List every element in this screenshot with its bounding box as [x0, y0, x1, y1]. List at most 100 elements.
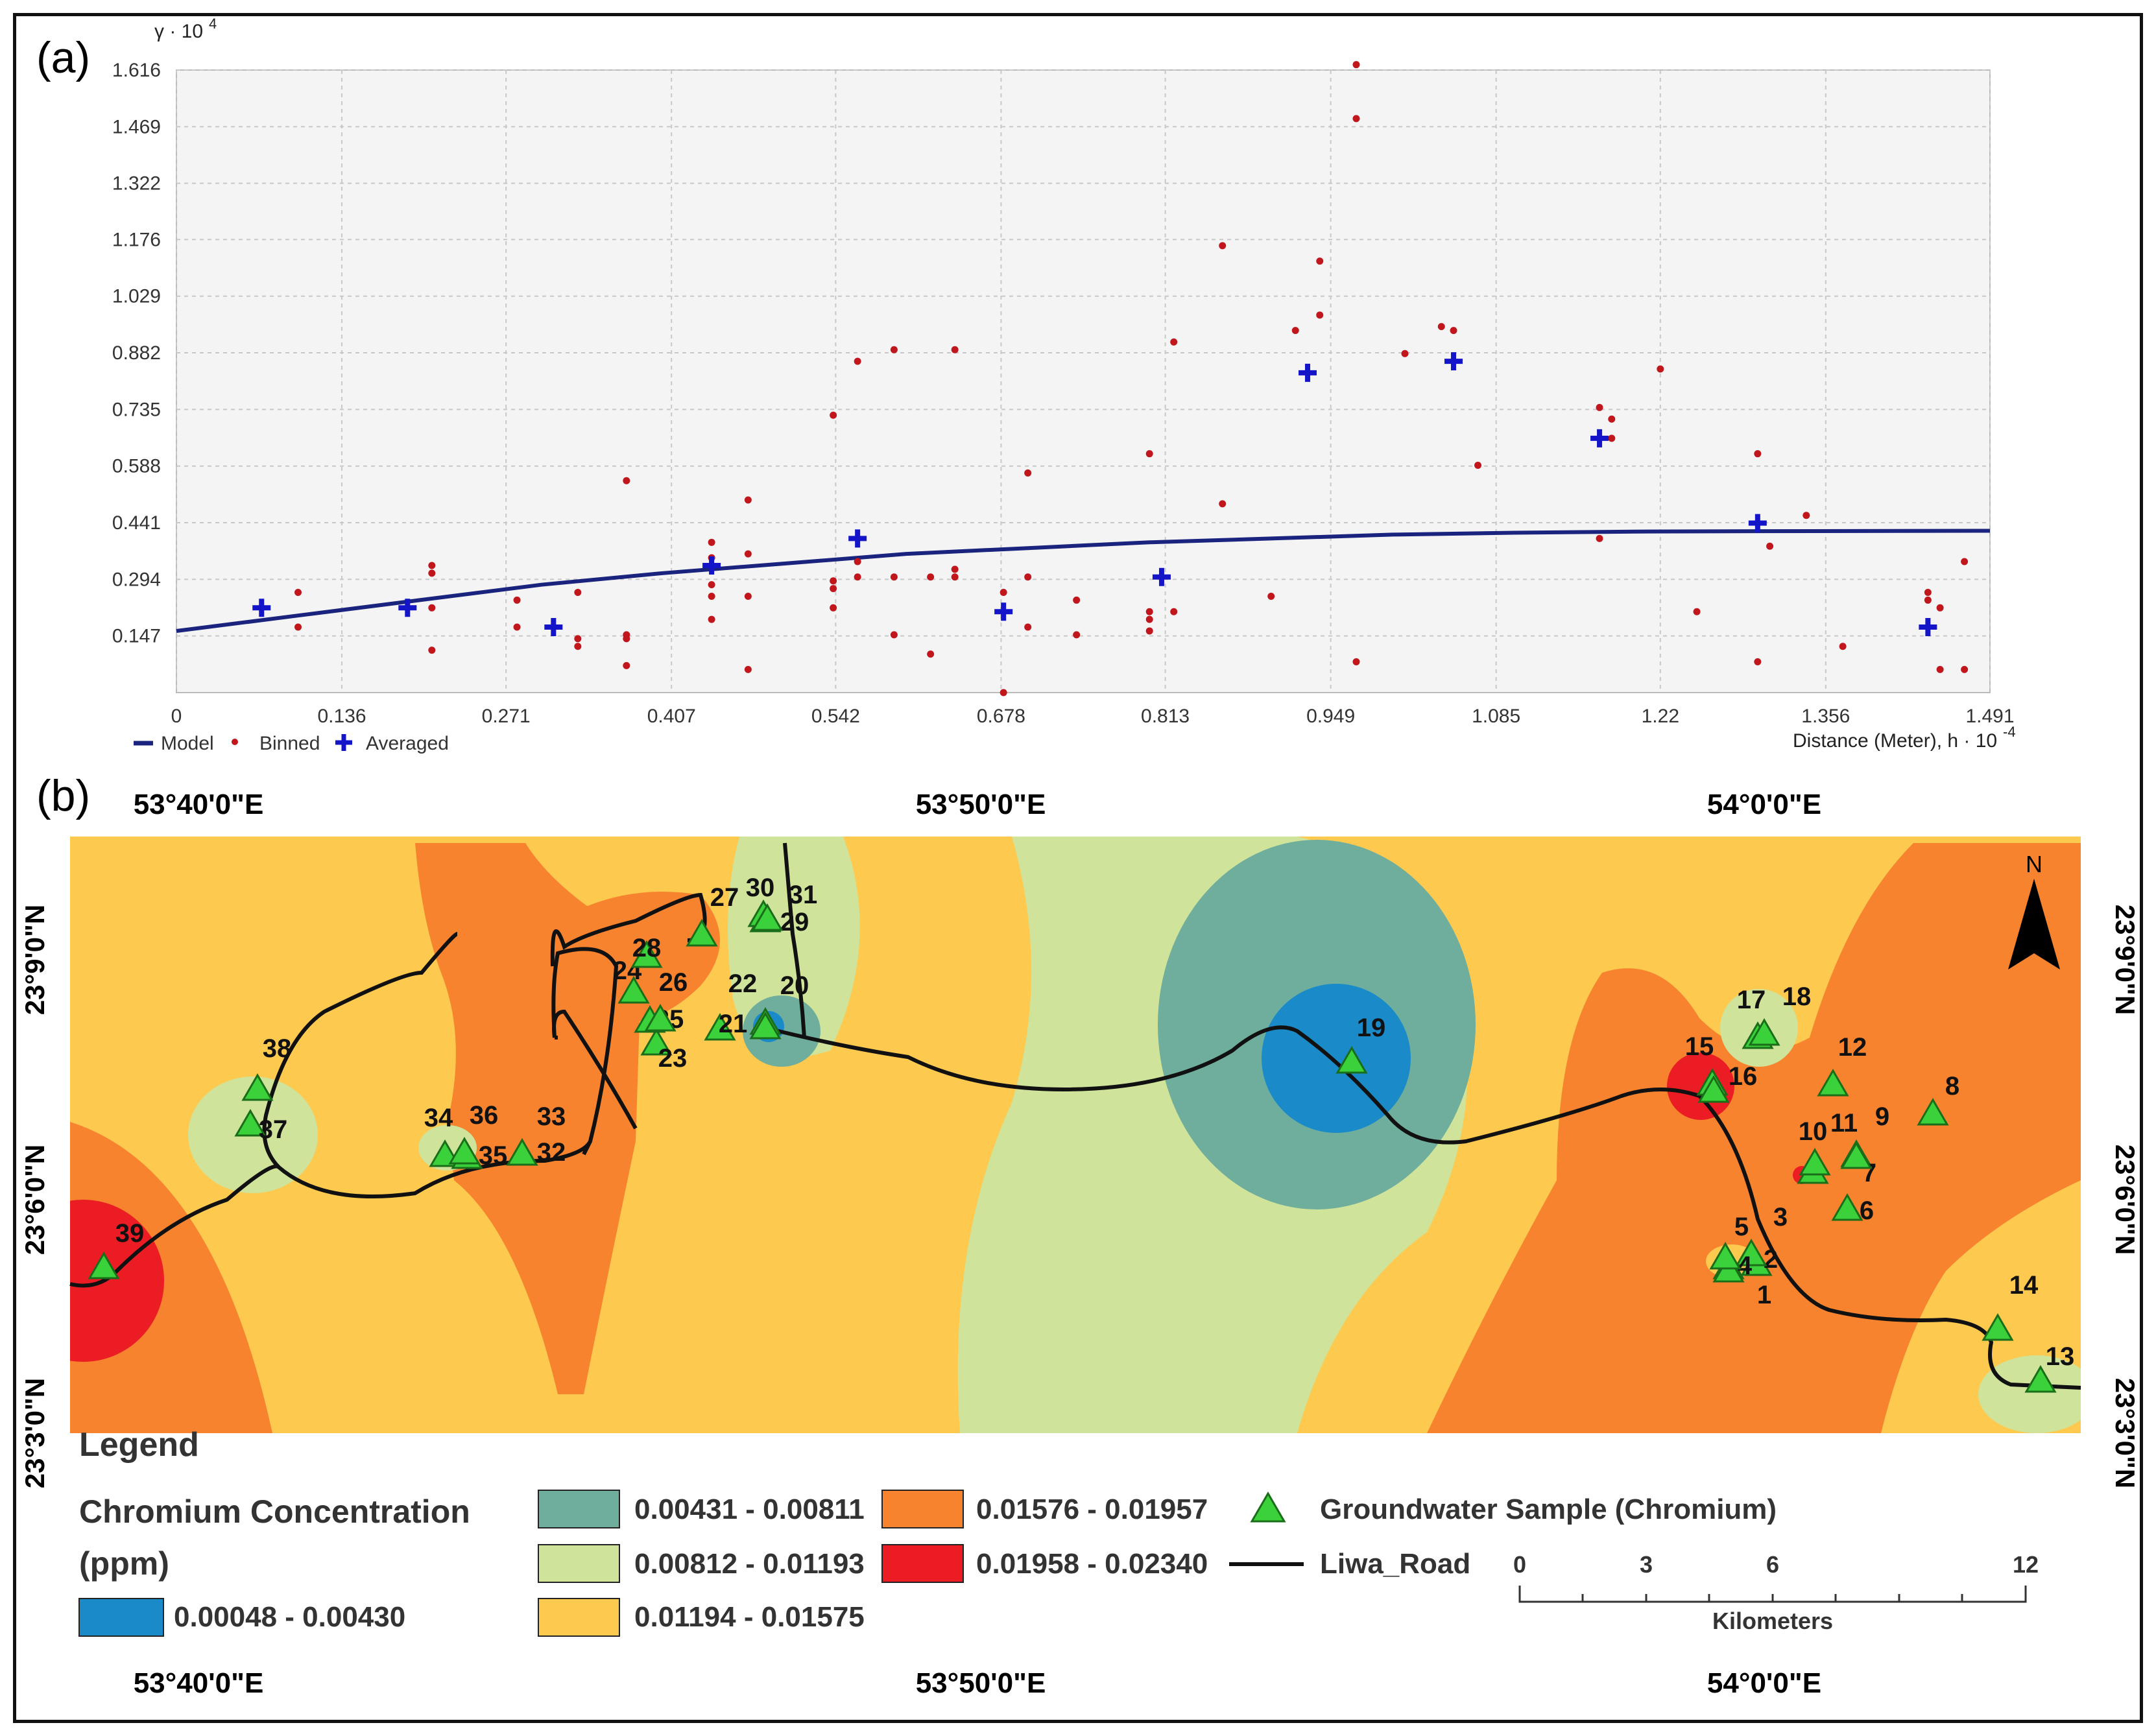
sample-label-21: 21 [719, 1010, 748, 1038]
binned-point [1936, 665, 1944, 673]
lat-right-2: 23°6'0"N [2110, 1145, 2140, 1255]
legend-background [70, 1433, 2081, 1647]
averaged-point [1152, 567, 1171, 586]
binned-point [1754, 658, 1762, 665]
binned-point [1608, 434, 1616, 442]
binned-point [623, 477, 630, 484]
x-tick-label: 1.085 [1472, 706, 1520, 727]
averaged-point [398, 599, 417, 617]
binned-point [890, 631, 898, 639]
binned-point [1961, 558, 1969, 565]
lon-bottom-2: 53°50'0"E [916, 1667, 1046, 1699]
binned-point [927, 573, 935, 581]
legend-swatch-class-4 [538, 1598, 620, 1637]
sample-label-32: 32 [537, 1138, 566, 1167]
legend-swatch-class-1 [78, 1598, 164, 1637]
sample-marker-33 [506, 1138, 538, 1166]
binned-point [830, 577, 837, 585]
scale-bar: 0 3 6 12 Kilometers [1513, 1551, 2039, 1634]
binned-point [513, 596, 521, 604]
sample-label-5: 5 [1734, 1213, 1749, 1241]
sample-label-36: 36 [470, 1101, 499, 1130]
sample-label-10: 10 [1799, 1117, 1828, 1146]
scale-tick-12: 12 [2013, 1551, 2039, 1578]
sample-label-3: 3 [1773, 1203, 1788, 1231]
panel-a: (a) 0.147 0.294 0.441 0.588 0.735 0.882 1.029 1… [36, 16, 2016, 754]
lon-top-1: 53°40'0"E [134, 789, 264, 820]
binned-point [1766, 542, 1774, 550]
sample-label-33: 33 [537, 1102, 566, 1131]
binned-point [708, 592, 715, 600]
sample-label-34: 34 [424, 1104, 453, 1132]
lat-left-3: 23°3'0"N [19, 1378, 50, 1488]
averaged-point [1748, 514, 1767, 532]
binned-point [1437, 323, 1445, 331]
x-tick-label: 0.813 [1141, 706, 1190, 727]
legend-range-class-1: 0.00048 - 0.00430 [174, 1601, 405, 1633]
zone-green-13 [1978, 1355, 2081, 1433]
binned-point [1073, 631, 1081, 639]
x-tick-labels: 0 0.136 0.271 0.407 0.542 0.678 0.813 0.949 1.08… [171, 706, 2015, 727]
binned-point [1803, 512, 1810, 519]
legend-range-class-5: 0.01576 - 0.01957 [976, 1493, 1208, 1525]
sample-marker-31 [751, 903, 784, 931]
north-arrow-icon [2008, 879, 2060, 969]
scale-tick-0: 0 [1513, 1551, 1526, 1578]
sample-marker-14 [1982, 1313, 2014, 1341]
sample-label-38: 38 [263, 1034, 292, 1063]
lat-left-2: 23°6'0"N [19, 1145, 50, 1255]
x-tick-label: 0.678 [977, 706, 1025, 727]
binned-point [830, 411, 837, 419]
semivariogram-legend: Model Binned Averaged [134, 733, 449, 754]
binned-point [1170, 338, 1178, 346]
x-tick-label: 0.542 [811, 706, 860, 727]
x-tick-label: 0.407 [647, 706, 696, 727]
binned-point [1352, 658, 1360, 665]
legend-averaged-swatch [335, 734, 352, 751]
y-tick-labels: 0.147 0.294 0.441 0.588 0.735 0.882 1.029 1.176… [112, 60, 161, 647]
lat-left-1: 23°9'0"N [19, 905, 50, 1015]
binned-point [1608, 415, 1616, 423]
binned-point [428, 604, 436, 612]
legend-sample-label: Groundwater Sample (Chromium) [1320, 1493, 1777, 1525]
binned-point [1145, 608, 1153, 615]
sample-marker-37 [234, 1109, 267, 1137]
binned-point [1961, 665, 1969, 673]
zone-red-west [70, 1200, 164, 1362]
liwa-road-north-spur [783, 842, 806, 1038]
legend-range-class-2: 0.00431 - 0.00811 [634, 1493, 865, 1525]
binned-point [1657, 365, 1664, 373]
binned-point [1924, 596, 1932, 604]
sample-label-27: 27 [710, 883, 739, 912]
map-legend: Legend Chromium Concentration (ppm) 0.00… [70, 1426, 2081, 1647]
binned-point [1693, 608, 1701, 615]
sample-label-39: 39 [115, 1219, 145, 1248]
sample-label-9: 9 [1875, 1102, 1889, 1131]
sample-marker-5 [1709, 1242, 1742, 1270]
panel-b-label: (b) [36, 771, 90, 820]
lon-bottom-1: 53°40'0"E [134, 1667, 264, 1699]
binned-point [1024, 623, 1032, 631]
sample-label-8: 8 [1945, 1072, 1959, 1100]
binned-point [927, 650, 935, 658]
sample-label-23: 23 [658, 1044, 688, 1073]
zone-orange-west [70, 1122, 272, 1433]
x-tick-label: 1.356 [1801, 706, 1850, 727]
legend-swatch-class-2 [538, 1490, 620, 1528]
sample-marker-9 [1840, 1141, 1873, 1169]
binned-point [1352, 61, 1360, 69]
binned-point [1219, 500, 1227, 508]
sample-label-4: 4 [1738, 1252, 1753, 1280]
lat-right-3: 23°3'0"N [2110, 1378, 2140, 1488]
binned-point [1145, 627, 1153, 635]
binned-point [1450, 327, 1457, 335]
sample-marker-8 [1917, 1098, 1949, 1126]
model-curve [176, 529, 1991, 633]
legend-averaged-label: Averaged [366, 733, 449, 754]
binned-point [744, 550, 752, 558]
sample-label-15: 15 [1685, 1032, 1714, 1061]
binned-point [1352, 115, 1360, 123]
sample-marker-21 [704, 1013, 736, 1041]
